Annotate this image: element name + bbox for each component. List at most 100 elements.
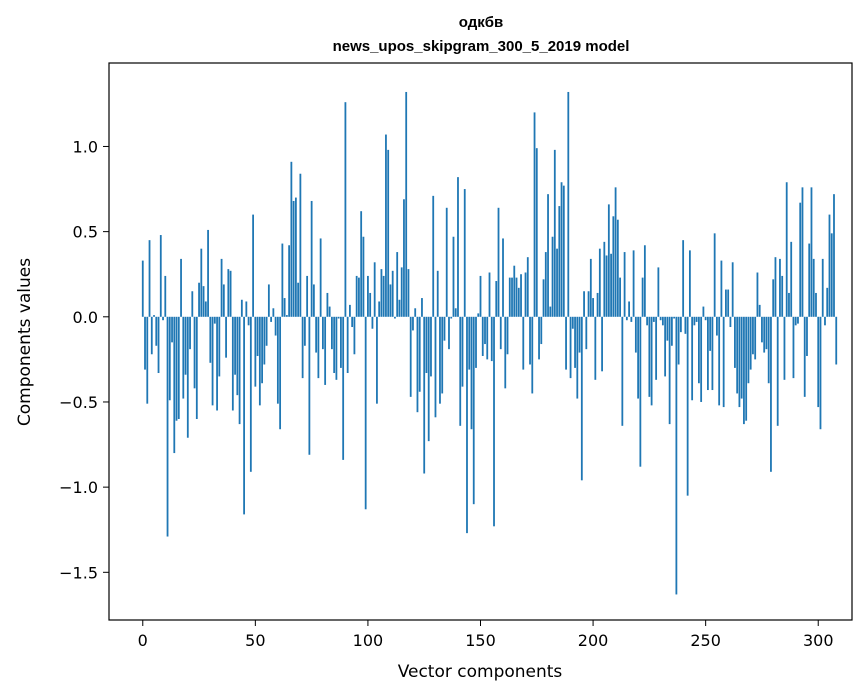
x-tick-label: 300 xyxy=(803,631,834,650)
bar-221 xyxy=(639,316,642,467)
bar-199 xyxy=(589,258,592,317)
bar-191 xyxy=(571,316,574,329)
bar-111 xyxy=(391,270,394,317)
y-axis-ticks: 1.0 0.5 0.0 −0.5 −1.0 −1.5 xyxy=(59,137,109,582)
bar-28 xyxy=(204,301,207,317)
bar-158 xyxy=(497,207,500,317)
bar-7 xyxy=(157,316,160,374)
bar-195 xyxy=(580,316,583,481)
bar-65 xyxy=(288,245,291,317)
bar-51 xyxy=(256,316,259,356)
bar-290 xyxy=(794,316,797,326)
bar-178 xyxy=(542,279,545,317)
bar-29 xyxy=(207,229,209,317)
bar-229 xyxy=(657,267,660,317)
bar-173 xyxy=(531,316,534,394)
bar-98 xyxy=(362,236,365,317)
bar-265 xyxy=(738,316,741,408)
bar-100 xyxy=(367,275,369,317)
bar-48 xyxy=(249,316,252,472)
bar-283 xyxy=(779,258,781,317)
bar-151 xyxy=(481,316,484,356)
bar-177 xyxy=(540,316,543,345)
bar-102 xyxy=(371,316,374,329)
x-axis-label: Vector components xyxy=(398,662,563,682)
bar-75 xyxy=(310,200,313,317)
bar-235 xyxy=(670,316,673,346)
bar-266 xyxy=(740,316,743,399)
bar-163 xyxy=(508,277,511,317)
bar-117 xyxy=(405,91,408,317)
chart-title-line-1: одкбв xyxy=(459,14,503,31)
bar-78 xyxy=(317,316,320,379)
plot-frame xyxy=(108,62,853,621)
bar-277 xyxy=(765,316,768,350)
bar-236 xyxy=(673,316,676,319)
bar-152 xyxy=(484,316,486,345)
bar-36 xyxy=(222,284,225,317)
bar-298 xyxy=(812,258,815,317)
bar-210 xyxy=(614,187,617,317)
bar-169 xyxy=(522,316,525,370)
bar-272 xyxy=(754,316,757,360)
y-tick-label: 1.0 xyxy=(73,137,98,156)
bar-230 xyxy=(659,316,662,321)
bar-211 xyxy=(616,219,619,317)
x-tick-label: 150 xyxy=(465,631,496,650)
bar-52 xyxy=(258,316,261,406)
bar-32 xyxy=(213,316,216,324)
bar-280 xyxy=(772,279,775,317)
bar-269 xyxy=(747,316,750,384)
bar-40 xyxy=(231,316,234,411)
bar-306 xyxy=(830,233,833,317)
bar-133 xyxy=(441,316,444,394)
bar-245 xyxy=(693,316,696,326)
bar-132 xyxy=(439,316,441,404)
bar-303 xyxy=(824,316,826,326)
x-axis-ticks: 0 50 100 150 200 250 300 xyxy=(138,620,834,650)
bar-112 xyxy=(394,316,396,319)
bar-228 xyxy=(655,316,658,380)
bar-224 xyxy=(646,316,649,326)
bar-12 xyxy=(168,316,171,401)
bar-35 xyxy=(220,258,223,317)
bar-174 xyxy=(533,112,536,317)
bar-186 xyxy=(560,182,563,317)
bar-256 xyxy=(718,316,721,406)
bar-157 xyxy=(495,281,498,317)
bar-275 xyxy=(761,316,763,343)
bar-291 xyxy=(797,316,799,324)
bar-301 xyxy=(819,316,822,430)
bar-92 xyxy=(349,304,351,317)
bar-262 xyxy=(731,262,734,317)
bar-118 xyxy=(407,269,410,317)
bar-81 xyxy=(324,316,327,385)
bar-231 xyxy=(661,316,664,326)
bar-139 xyxy=(454,308,457,317)
bar-71 xyxy=(301,316,304,379)
bar-131 xyxy=(436,270,439,317)
bar-6 xyxy=(155,316,158,346)
bar-288 xyxy=(790,241,793,317)
bar-233 xyxy=(666,316,669,341)
bar-204 xyxy=(601,316,603,372)
bar-124 xyxy=(421,298,423,317)
y-tick-label: 0.5 xyxy=(73,223,98,242)
bar-295 xyxy=(806,316,808,356)
y-tick-label: −0.5 xyxy=(59,393,98,412)
bar-208 xyxy=(610,253,612,317)
bar-121 xyxy=(414,308,417,317)
bar-119 xyxy=(409,316,412,397)
bar-289 xyxy=(792,316,795,379)
bar-54 xyxy=(263,316,266,365)
bar-145 xyxy=(468,316,471,370)
bar-57 xyxy=(270,316,273,322)
bar-166 xyxy=(515,277,518,317)
bar-254 xyxy=(713,233,716,317)
bar-129 xyxy=(432,195,435,317)
bar-1 xyxy=(144,316,146,370)
bar-223 xyxy=(643,245,646,317)
bar-260 xyxy=(727,289,730,317)
bar-106 xyxy=(380,269,383,317)
bar-196 xyxy=(583,291,585,317)
